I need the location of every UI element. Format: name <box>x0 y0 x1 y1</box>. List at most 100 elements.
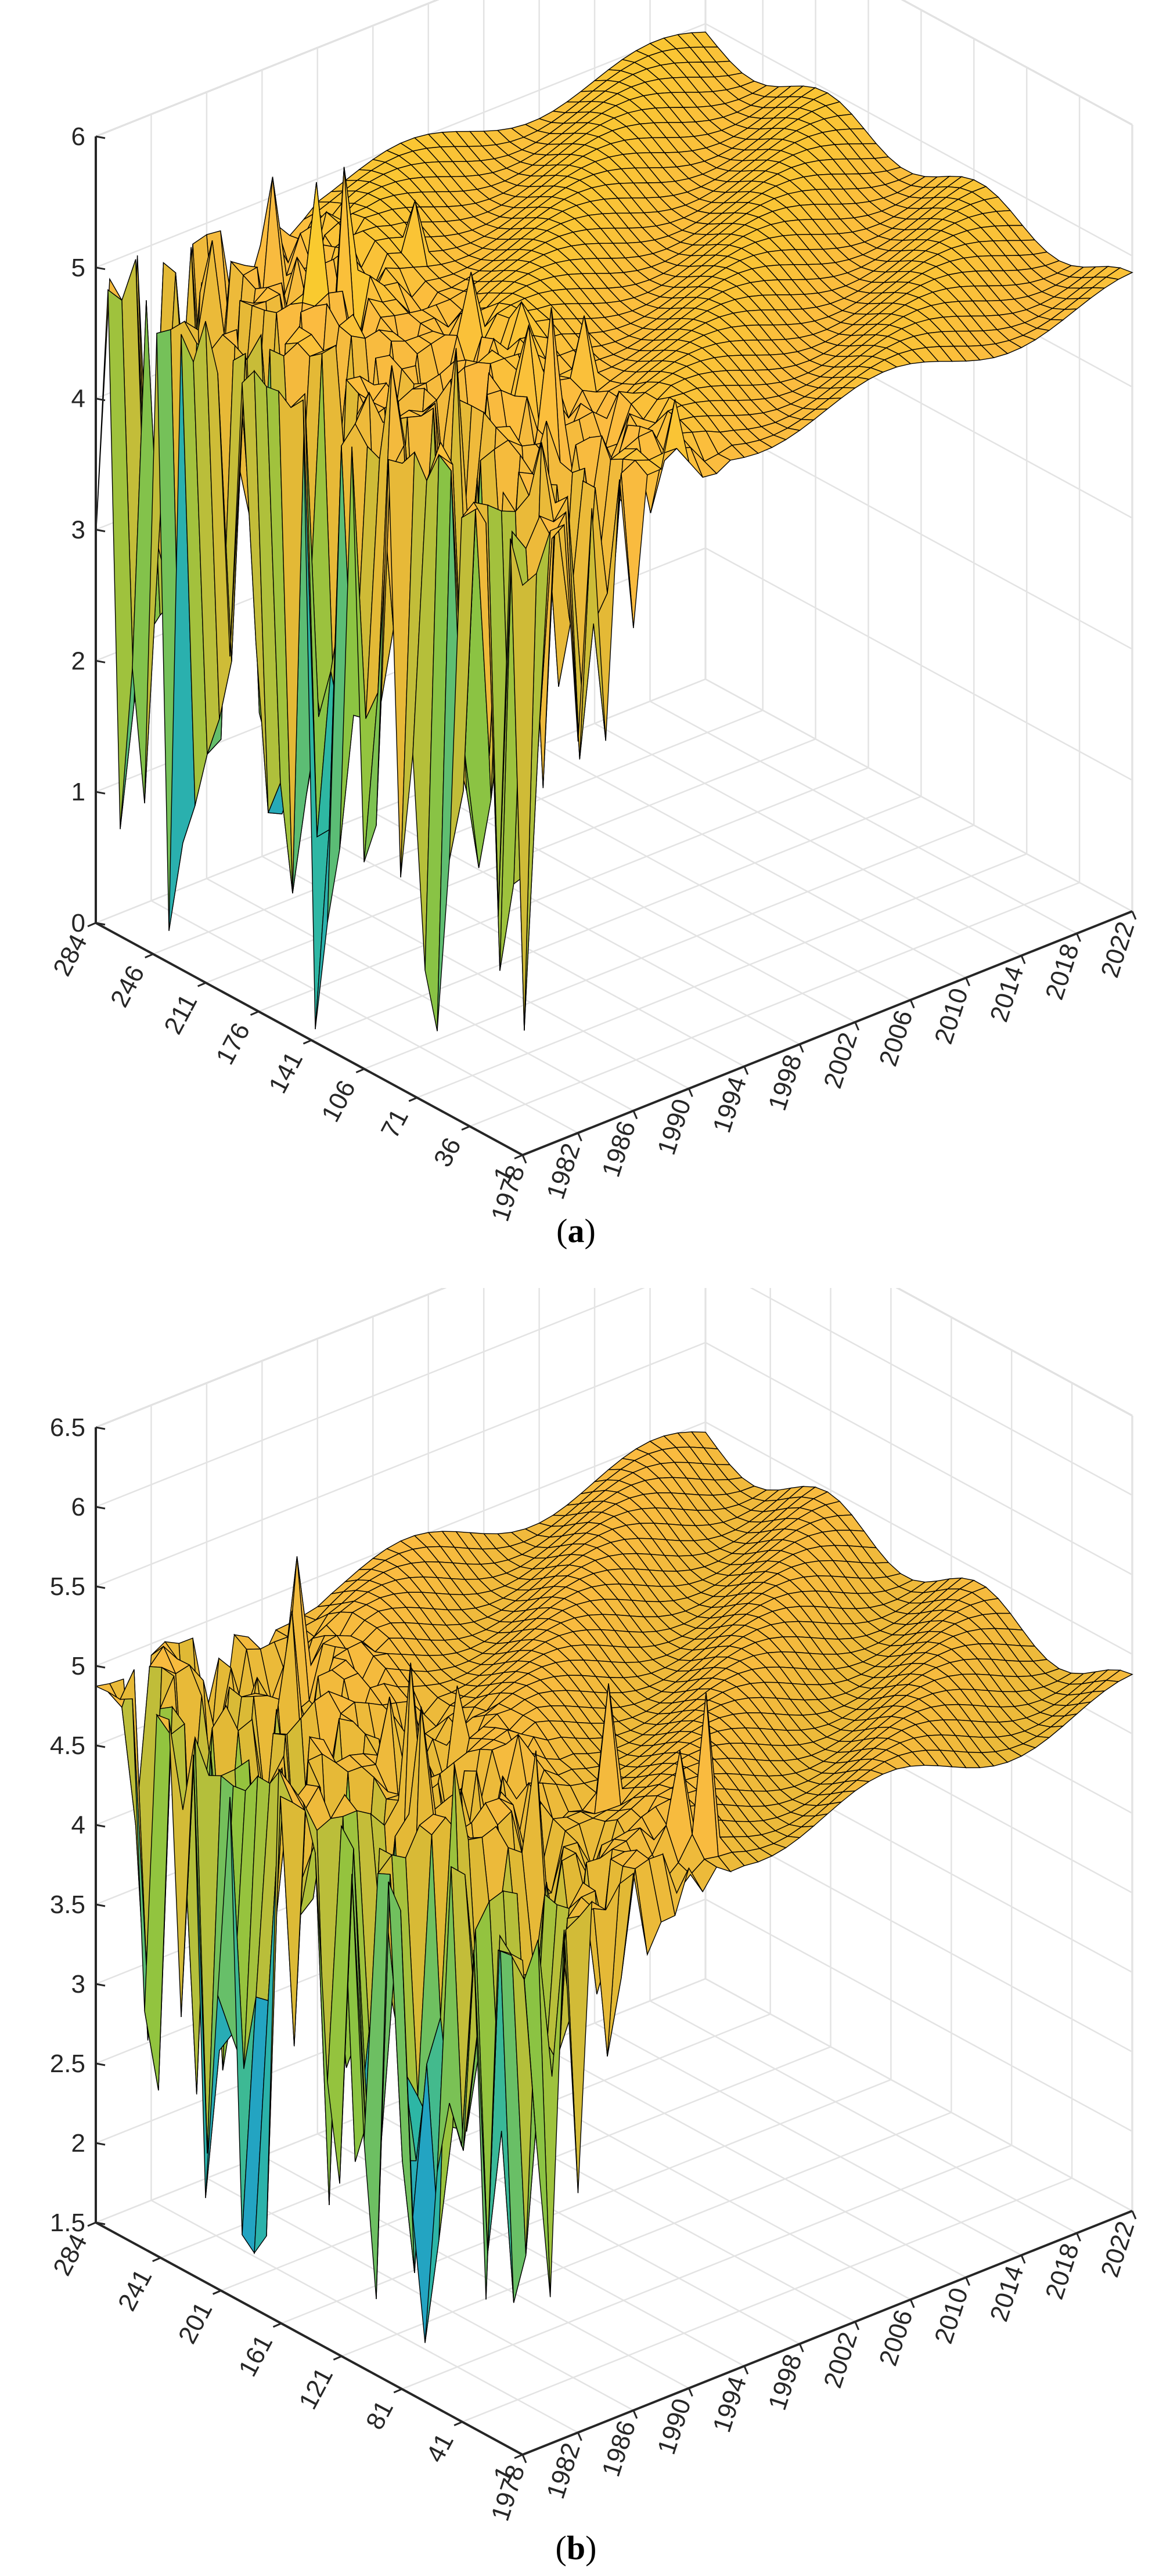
z-tick-label: 1.5 <box>50 2209 85 2237</box>
caption-close: ) <box>585 2529 596 2567</box>
x-tick-mark <box>521 2454 527 2463</box>
z-tick-mark <box>95 398 106 402</box>
x-axis-ticks: 1978 1982 1986 1990 1994 1998 2002 2006 2010 2014… <box>486 2210 1140 2524</box>
x-tick-mark <box>632 1110 638 1120</box>
caption-a: (a) <box>556 1212 596 1250</box>
caption-open: ( <box>556 1212 567 1250</box>
y-tick-mark <box>212 2289 222 2295</box>
z-axis-ticks: 0 1 2 3 4 5 6 <box>71 122 106 937</box>
y-tick-label: 201 <box>173 2297 218 2348</box>
y-tick-label: 41 <box>421 2429 459 2467</box>
x-axis-line <box>522 910 1133 1156</box>
wall-grid-z <box>95 1341 1133 1588</box>
z-tick-label: 3.5 <box>50 1890 85 1919</box>
surface-patch <box>510 538 537 1031</box>
z-tick-label: 0 <box>71 909 85 937</box>
z-tick-label: 2.5 <box>50 2050 85 2078</box>
y-tick-mark <box>272 2322 282 2328</box>
caption-open: ( <box>556 2529 567 2567</box>
z-tick-label: 4.5 <box>50 1731 85 1760</box>
floor-grid-x <box>206 878 634 1112</box>
y-tick-label: 121 <box>293 2363 339 2414</box>
z-tick-label: 3 <box>71 516 85 544</box>
x-tick-label: 2018 <box>1040 2240 1085 2303</box>
x-tick-label: 2010 <box>929 2284 974 2347</box>
y-tick-mark <box>87 922 96 928</box>
x-tick-mark <box>1131 911 1137 920</box>
floor-grid-x <box>539 2044 967 2278</box>
z-tick-mark <box>95 1585 106 1589</box>
y-tick-label: 141 <box>263 1047 308 1098</box>
floor-grid-y <box>363 824 974 1070</box>
x-axis-ticks: 1978 1982 1986 1990 1994 1998 2002 2006 2010 2014… <box>486 911 1140 1225</box>
floor-grid-y <box>401 2144 1012 2390</box>
floor-grid-y <box>153 709 764 955</box>
floor-grid-x <box>539 745 967 979</box>
z-tick-mark <box>95 266 106 270</box>
surface-patch <box>565 1900 593 2193</box>
z-tick-label: 5 <box>71 254 85 282</box>
surface-patch <box>509 1952 537 2143</box>
wall-grid-z <box>95 678 1133 924</box>
wall-grid-z <box>95 1978 1133 2224</box>
y-tick-label: 211 <box>159 990 203 1039</box>
floor-grid-y <box>416 853 1027 1099</box>
x-tick-label: 1990 <box>652 2395 697 2458</box>
x-tick-mark <box>1020 955 1026 964</box>
y-tick-mark <box>355 1068 365 1073</box>
z-tick-label: 5.5 <box>50 1572 85 1601</box>
floor-grid-x <box>483 767 911 1001</box>
z-tick-mark <box>95 2142 106 2146</box>
floor-grid-y <box>311 795 921 1041</box>
floor-grid-y <box>469 882 1080 1127</box>
x-tick-label: 1998 <box>763 1051 808 1114</box>
x-tick-mark <box>1131 2210 1137 2220</box>
z-axis-ticks: 1.5 2 2.5 3 3.5 4 4.5 5 5.5 6 6.5 <box>50 1413 106 2237</box>
x-tick-mark <box>965 2276 971 2286</box>
y-tick-label: 106 <box>316 1076 361 1127</box>
x-axis-line <box>522 2210 1133 2456</box>
y-tick-mark <box>197 982 207 987</box>
x-tick-mark <box>632 2410 638 2419</box>
y-tick-label: 241 <box>113 2264 158 2315</box>
x-tick-mark <box>854 2321 860 2330</box>
y-tick-mark <box>453 2421 463 2426</box>
x-tick-label: 2014 <box>985 2262 1029 2325</box>
x-tick-label: 2022 <box>1096 918 1140 981</box>
x-tick-mark <box>909 1000 915 1009</box>
y-tick-mark <box>87 2221 96 2227</box>
z-tick-mark <box>95 791 106 795</box>
x-tick-mark <box>798 2343 804 2353</box>
y-tick-mark <box>514 2454 523 2459</box>
x-tick-label: 1986 <box>597 2418 642 2480</box>
y-axis-line <box>95 922 523 1156</box>
y-tick-mark <box>250 1011 260 1016</box>
x-tick-label: 1986 <box>597 1118 642 1181</box>
x-tick-mark <box>1020 2254 1026 2264</box>
surface-patch <box>280 1783 307 2047</box>
caption-b: (b) <box>556 2529 597 2567</box>
floor-grid-x <box>261 856 689 1089</box>
z-tick-mark <box>95 1506 106 1510</box>
wall-grid-z <box>95 1898 1133 2144</box>
z-tick-label: 2 <box>71 2129 85 2158</box>
x-tick-label: 1994 <box>707 2373 752 2436</box>
floor-grid-x <box>261 2155 689 2389</box>
floor-grid-x <box>649 701 1078 935</box>
x-tick-mark <box>743 2365 749 2375</box>
z-tick-label: 6 <box>71 122 85 151</box>
x-tick-label: 1998 <box>763 2351 808 2413</box>
x-tick-label: 2002 <box>818 2329 863 2391</box>
x-tick-label: 2010 <box>929 984 974 1047</box>
x-tick-label: 2018 <box>1040 940 1085 1003</box>
wall-grid-z <box>95 0 1133 138</box>
chart-panel-b: 1.522.533.544.555.566.5 1418112116120124… <box>48 1288 1140 2567</box>
surface <box>94 1431 1133 2343</box>
y-tick-mark <box>461 1125 470 1131</box>
z-tick-mark <box>95 659 106 663</box>
y-axis-line <box>95 2221 523 2456</box>
x-tick-label: 2014 <box>985 962 1029 1025</box>
floor-grid-x <box>150 900 579 1134</box>
